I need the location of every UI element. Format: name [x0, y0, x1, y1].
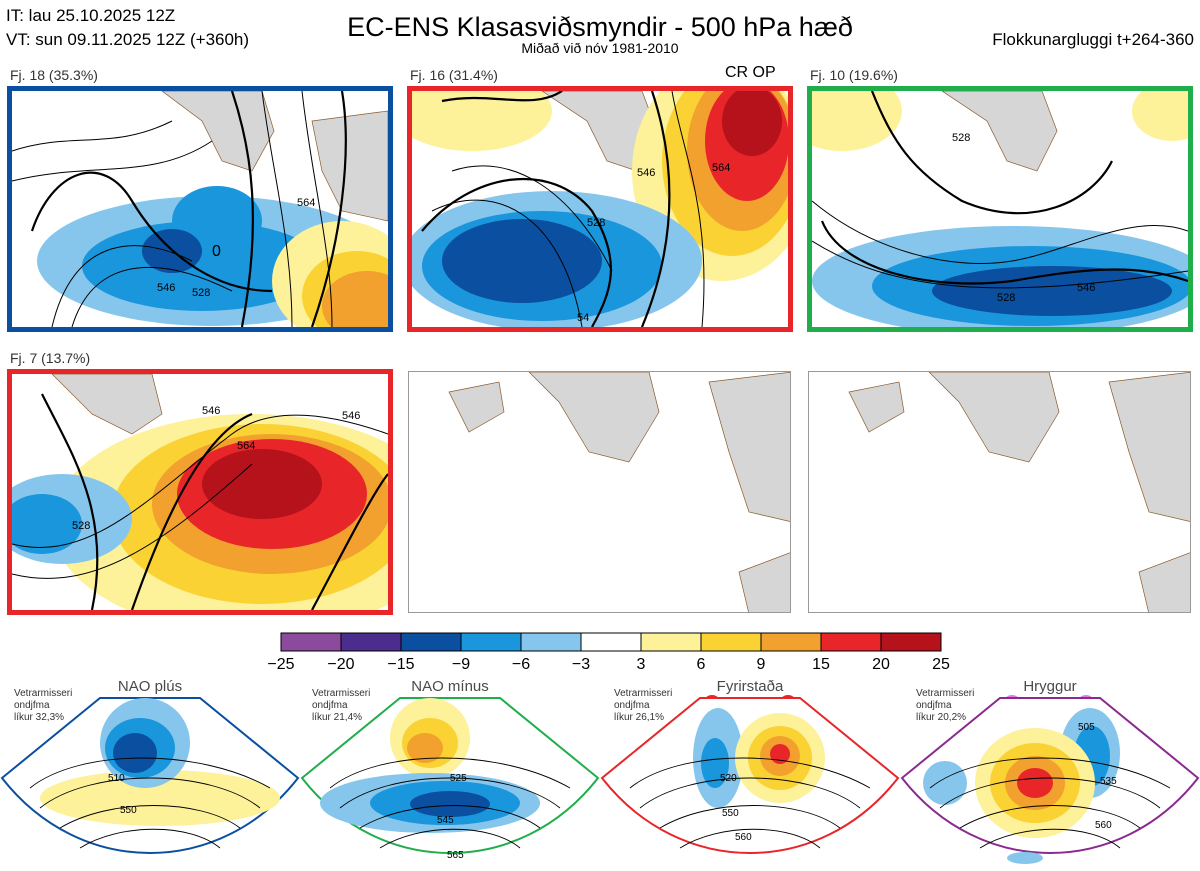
panel-label-3: Fj. 10 (19.6%) [810, 67, 898, 83]
regime-map: 505 535 560 [900, 695, 1200, 864]
contour-label: 528 [587, 217, 605, 229]
regime-contour: 545 [437, 815, 454, 826]
cluster-map-1[interactable]: 528 546 564 0 [7, 86, 393, 332]
regime-contour: 560 [1095, 820, 1112, 831]
empty-map-6 [808, 371, 1191, 613]
contour-label: 0 [212, 243, 221, 260]
contour-label: 564 [237, 440, 255, 452]
regime-title: NAO mínus [411, 678, 489, 695]
colorbar-tick-label: 9 [756, 656, 766, 673]
empty-map-6-graphic [848, 372, 1190, 612]
regime-map: 525 545 565 [300, 697, 600, 861]
page-title: EC-ENS Klasasviðsmyndir - 500 hPa hæð [347, 12, 853, 42]
contour-label: 54 [577, 312, 589, 324]
regime-contour: 535 [1100, 776, 1117, 787]
panel-label-2: Fj. 16 (31.4%) [410, 67, 498, 83]
colorbar-tick-label: 6 [696, 656, 706, 673]
colorbar-tick-label: 15 [812, 656, 830, 673]
colorbar-tick-label: −25 [267, 656, 295, 673]
contour-label: 546 [637, 167, 655, 179]
cluster-map-3-graphic: 528 546 528 [812, 91, 1188, 327]
regime-title: Fyrirstaða [716, 678, 784, 695]
cluster-map-2[interactable]: 528 546 564 54 CR OP [407, 86, 793, 332]
colorbar-tick-label: −20 [327, 656, 355, 673]
colorbar-tick-label: −6 [511, 656, 531, 673]
regime-contour: 525 [450, 773, 467, 784]
regime-contour: 510 [108, 773, 125, 784]
cluster-map-4[interactable]: 528 546 564 546 [7, 369, 393, 615]
regime-contour: 550 [120, 805, 137, 816]
colorbar-swatch [700, 632, 762, 652]
contour-label: 546 [202, 405, 220, 417]
colorbar-tick-label: 20 [872, 656, 890, 673]
colorbar-swatch [400, 632, 462, 652]
regime-info: Vetrarmisseri ondjfma líkur 21,4% [312, 688, 371, 723]
cluster-map-3[interactable]: 528 546 528 [807, 86, 1193, 332]
contour-label: 546 [1077, 282, 1095, 294]
regime-nao-plus: NAO plús Vetrarmisseri ondjfma líkur 32,… [0, 678, 300, 871]
colorbar-swatch [760, 632, 822, 652]
contour-label: 564 [297, 197, 315, 209]
cluster-map-4-graphic: 528 546 564 546 [12, 374, 388, 610]
regime-info: Vetrarmisseri ondjfma líkur 20,2% [916, 688, 975, 723]
colorbar-swatch [580, 632, 642, 652]
colorbar-tick-label: 3 [636, 656, 646, 673]
valid-time: VT: sun 09.11.2025 12Z (+360h) [6, 30, 250, 49]
colorbar-tick-label: −3 [571, 656, 591, 673]
initial-time: IT: lau 25.10.2025 12Z [6, 6, 176, 25]
regime-map: 520 550 560 [600, 695, 900, 854]
regime-title: Hryggur [1023, 678, 1077, 695]
regime-title: NAO plús [117, 678, 183, 695]
regime-blocking: Fyrirstaða Vetrarmisseri ondjfma líkur 2… [600, 678, 900, 871]
cr-op-tag: CR OP [725, 64, 776, 81]
panel-label-1: Fj. 18 (35.3%) [10, 67, 98, 83]
regime-ridge: Hryggur Vetrarmisseri ondjfma líkur 20,2… [900, 678, 1200, 871]
regime-info: Vetrarmisseri ondjfma líkur 32,3% [14, 688, 73, 723]
regime-contour: 550 [722, 808, 739, 819]
colorbar-tick-label: −9 [451, 656, 471, 673]
colorbar-tick-label: −15 [387, 656, 415, 673]
colorbar-swatch [880, 632, 942, 652]
contour-label: 528 [72, 520, 90, 532]
regime-contour: 520 [720, 773, 737, 784]
page-subtitle: Miðað við nóv 1981-2010 [521, 40, 679, 56]
colorbar [280, 632, 942, 652]
colorbar-swatch [820, 632, 882, 652]
classification-window: Flokkunargluggi t+264-360 [992, 30, 1194, 49]
cluster-map-1-graphic: 528 546 564 0 [12, 91, 388, 327]
contour-label: 546 [342, 410, 360, 422]
regime-nao-minus: NAO mínus Vetrarmisseri ondjfma líkur 21… [300, 678, 600, 871]
colorbar-swatch [280, 632, 342, 652]
contour-label: 528 [192, 287, 210, 299]
empty-map-5 [408, 371, 791, 613]
contour-label: 564 [712, 162, 730, 174]
regime-map: 510 550 [0, 697, 300, 854]
cluster-map-2-graphic: 528 546 564 54 [412, 91, 788, 327]
regime-contour: 565 [447, 850, 464, 861]
regime-contour: 505 [1078, 722, 1095, 733]
panel-label-4: Fj. 7 (13.7%) [10, 350, 91, 366]
colorbar-swatch [520, 632, 582, 652]
regime-info: Vetrarmisseri ondjfma líkur 26,1% [614, 688, 673, 723]
contour-label: 528 [997, 292, 1015, 304]
regime-contour: 560 [735, 832, 752, 843]
contour-label: 528 [952, 132, 970, 144]
colorbar-swatch [640, 632, 702, 652]
colorbar-tick-label: 25 [932, 656, 950, 673]
contour-label: 546 [157, 282, 175, 294]
empty-map-5-graphic [448, 372, 790, 612]
colorbar-swatch [340, 632, 402, 652]
colorbar-swatch [460, 632, 522, 652]
